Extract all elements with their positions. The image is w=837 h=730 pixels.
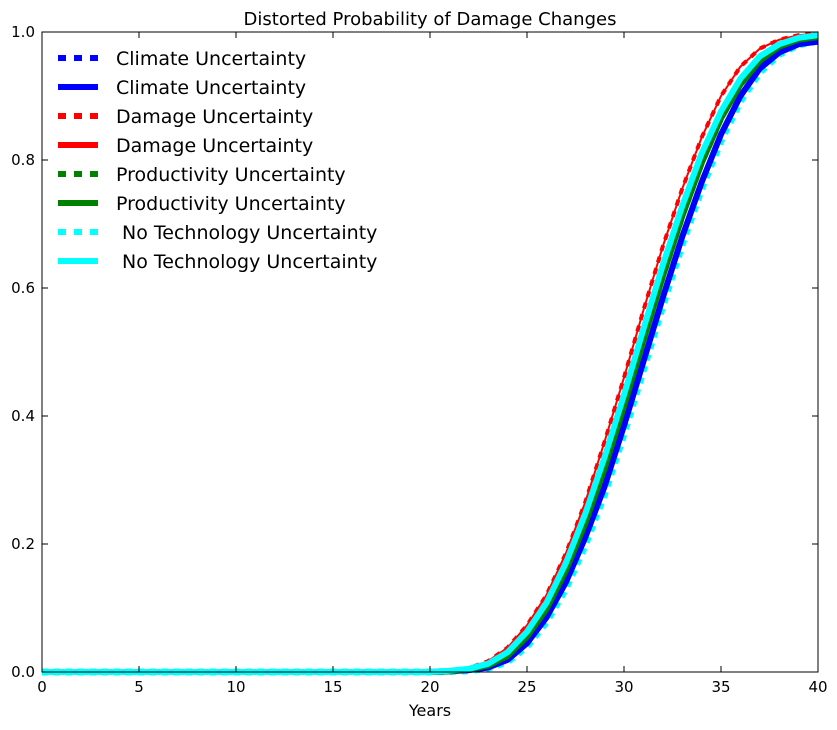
legend-entry-label: No Technology Uncertainty [116,251,377,273]
legend-entry-label: Climate Uncertainty [116,77,306,99]
y-tick-label: 0.4 [11,407,35,425]
series-line-6 [42,34,819,675]
x-tick-label: 20 [420,678,439,696]
legend-entry-label: Climate Uncertainty [116,48,306,70]
plot-frame [41,31,819,673]
x-tick-label: 25 [517,678,536,696]
legend-entry-label: Damage Uncertainty [116,106,313,128]
x-tick-label: 10 [226,678,245,696]
chart-title: Distorted Probability of Damage Changes [244,9,617,30]
y-tick-label: 1.0 [11,23,35,41]
series-line-5 [42,34,819,675]
legend-entry-label: Productivity Uncertainty [116,193,346,215]
y-tick-label: 0.8 [11,151,35,169]
legend: Climate Uncertainty Climate Uncertainty Da… [58,48,377,273]
legend-entry-label: Productivity Uncertainty [116,164,346,186]
x-tick-label: 15 [323,678,342,696]
series-line-8 [42,32,819,675]
legend-entry-label: Damage Uncertainty [116,135,313,157]
x-tick-label: 0 [37,678,47,696]
y-tick-label: 0.6 [11,279,35,297]
axis-ticks [41,31,819,673]
plot-lines [41,31,819,676]
x-tick-label: 35 [711,678,730,696]
x-axis-label: Years [408,701,451,720]
x-tick-label: 40 [808,678,827,696]
series-line-3 [41,31,819,674]
x-tick-label: 30 [614,678,633,696]
x-tick-label: 5 [134,678,144,696]
series-line-4 [41,32,819,673]
legend-entry-label: No Technology Uncertainty [116,222,377,244]
y-tick-label: 0.0 [11,663,35,681]
y-tick-label: 0.2 [11,535,35,553]
tick-labels: 0 5 10 15 20 25 30 35 40 0.0 0.2 0.4 0.6 0.8 1.0 [11,23,827,696]
